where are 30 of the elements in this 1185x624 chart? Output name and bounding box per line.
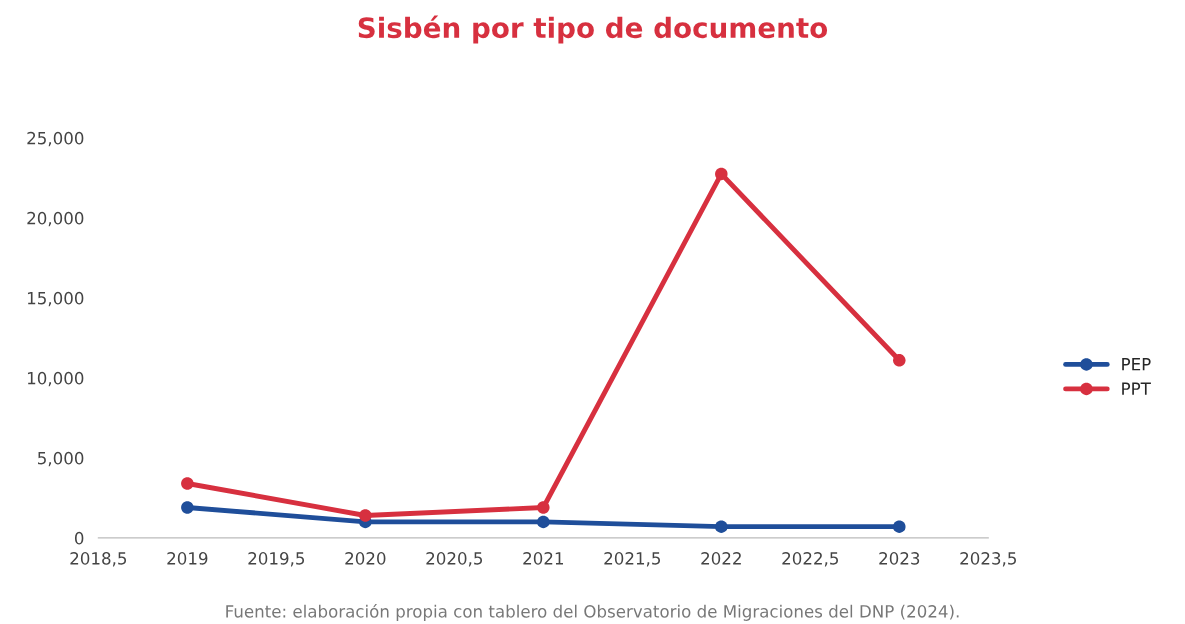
point <box>715 520 728 533</box>
y-tick-label: 10,000 <box>27 371 84 387</box>
x-tick-label: 2023 <box>879 552 920 565</box>
x-tick-label: 2022,5 <box>782 552 839 567</box>
point <box>537 515 550 529</box>
x-tick-label: 2021 <box>523 552 563 565</box>
y-tick-label: 0 <box>74 531 84 545</box>
x-tick-label: 2019 <box>167 552 208 565</box>
x-tick-label: 2022 <box>701 552 741 565</box>
point <box>715 167 728 181</box>
x-tick-label: 2023,5 <box>960 552 1016 567</box>
y-tick-label: 15,000 <box>27 291 84 307</box>
x-tick-label: 2019,5 <box>248 552 305 567</box>
legend-label: PEP <box>1122 358 1151 371</box>
source-note: Fuente: elaboración propia con tablero del Observatorio de Migraciones del DNP (2024). <box>226 604 959 621</box>
point <box>893 354 906 367</box>
x-tick-label: 2020 <box>345 552 386 565</box>
x-tick-label: 2021,5 <box>604 552 661 567</box>
point <box>181 501 194 514</box>
point <box>181 477 194 490</box>
point <box>359 509 372 522</box>
y-tick-label: 25,000 <box>27 131 84 147</box>
legend-label: PPT <box>1122 382 1151 395</box>
point <box>537 501 550 514</box>
x-tick-label: 2018,5 <box>70 552 127 567</box>
chart-title: Sisbén por tipo de documento <box>358 15 828 44</box>
x-tick-label: 2020,5 <box>426 552 483 567</box>
point <box>893 520 906 533</box>
y-tick-label: 5,000 <box>38 451 84 467</box>
y-tick-label: 20,000 <box>27 211 84 227</box>
